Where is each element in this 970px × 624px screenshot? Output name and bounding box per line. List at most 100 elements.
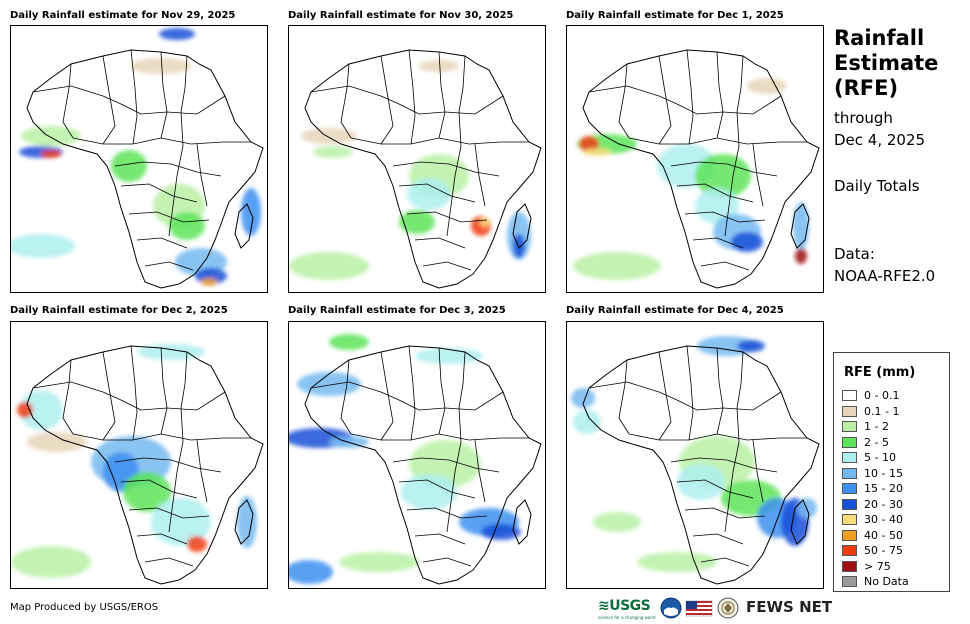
rainfall-map-6: [566, 321, 824, 589]
country-border: [670, 161, 778, 177]
rainfall-area: [289, 252, 369, 280]
rainfall-area: [339, 552, 419, 572]
rainfall-area: [313, 146, 353, 158]
country-border: [408, 49, 416, 145]
country-border: [62, 359, 74, 435]
country-border: [446, 407, 462, 533]
rainfall-area: [19, 390, 63, 430]
rainfall-area: [480, 217, 490, 227]
legend-swatch: [842, 560, 857, 572]
rainfall-area: [17, 402, 33, 418]
legend-label: 2 - 5: [864, 435, 889, 449]
country-border: [422, 261, 472, 271]
country-border: [62, 63, 74, 139]
country-border: [736, 55, 744, 113]
rainfall-area: [677, 464, 725, 500]
country-border: [392, 161, 500, 177]
country-border: [618, 63, 630, 139]
country-border: [102, 351, 116, 441]
rainfall-area: [301, 128, 357, 144]
country-border: [136, 237, 188, 249]
country-border: [160, 347, 168, 435]
madagascar-coastline: [512, 499, 532, 545]
country-border: [180, 351, 188, 409]
rainfall-area: [123, 472, 171, 512]
country-border: [180, 55, 188, 113]
state-dept-seal-icon: [717, 597, 739, 619]
legend-label: 5 - 10: [864, 451, 896, 464]
country-border: [628, 433, 807, 441]
rainfall-area: [21, 126, 81, 146]
legend-label: 0 - 0.1: [864, 389, 900, 402]
madagascar-coastline: [790, 203, 810, 249]
country-border: [684, 507, 766, 519]
country-border: [128, 211, 210, 223]
country-border: [474, 439, 486, 503]
country-border: [144, 557, 194, 567]
main-title-line-3: (RFE): [834, 76, 899, 100]
rainfall-area: [201, 278, 217, 286]
country-border: [700, 261, 750, 271]
usgs-tagline: science for a changing world: [598, 615, 656, 620]
country-border: [120, 183, 198, 203]
panel-title-6: Daily Rainfall estimate for Dec 4, 2025: [566, 305, 784, 316]
country-border: [414, 533, 466, 545]
country-border: [684, 211, 766, 223]
data-source: NOAA-RFE2.0: [834, 267, 936, 285]
legend-label: 1 - 2: [864, 420, 889, 433]
rainfall-area: [695, 154, 751, 198]
country-border: [676, 95, 782, 115]
legend: RFE (mm) 0 - 0.1 0.1 - 1 1 - 2 2 - 5 5 - 10 1…: [833, 352, 950, 592]
panel-title-2: Daily Rainfall estimate for Nov 30, 2025: [288, 10, 514, 21]
country-border: [716, 347, 724, 435]
rainfall-area: [573, 410, 601, 434]
usgs-logo: ≋USGS: [598, 598, 651, 614]
map-svg: [11, 28, 264, 289]
country-border: [310, 381, 400, 401]
rainfall-area: [795, 248, 807, 264]
country-border: [114, 161, 222, 177]
rainfall-area: [111, 150, 147, 182]
africa-coastline: [304, 49, 542, 289]
rainfall-area: [41, 150, 61, 158]
country-border: [724, 111, 740, 237]
country-border: [692, 237, 744, 249]
legend-label: 40 - 50: [864, 528, 903, 542]
rainfall-area: [697, 336, 757, 356]
country-border: [724, 407, 740, 533]
country-border: [350, 433, 529, 441]
country-border: [670, 457, 778, 473]
legend-swatch: [842, 498, 857, 510]
country-border: [72, 137, 251, 145]
country-border: [398, 391, 504, 411]
legend-swatch: [842, 576, 857, 587]
country-border: [380, 55, 394, 145]
map-svg: [573, 49, 820, 289]
legend-swatch: [842, 405, 857, 417]
rainfall-area: [297, 372, 361, 396]
rainfall-map-4: [10, 321, 268, 589]
rainfall-area: [593, 512, 641, 532]
us-flag-icon: [685, 600, 713, 617]
country-border: [130, 49, 138, 145]
country-border: [422, 557, 472, 567]
rainfall-area: [237, 496, 257, 548]
rainfall-area: [187, 536, 207, 552]
country-border: [676, 479, 754, 499]
country-border: [380, 351, 394, 441]
country-border: [588, 85, 678, 105]
rainfall-area: [11, 546, 91, 578]
country-border: [160, 51, 168, 139]
country-border: [752, 439, 764, 503]
country-border: [144, 261, 194, 271]
country-border: [72, 433, 251, 441]
country-border: [32, 85, 122, 105]
africa-coastline: [582, 345, 820, 585]
rainfall-area: [289, 560, 333, 584]
country-border: [196, 439, 208, 503]
legend-label: No Data: [864, 575, 909, 588]
legend-swatch: [842, 529, 857, 541]
main-title-line-2: Estimate: [834, 51, 939, 75]
country-border: [676, 391, 782, 411]
country-border: [392, 457, 500, 473]
